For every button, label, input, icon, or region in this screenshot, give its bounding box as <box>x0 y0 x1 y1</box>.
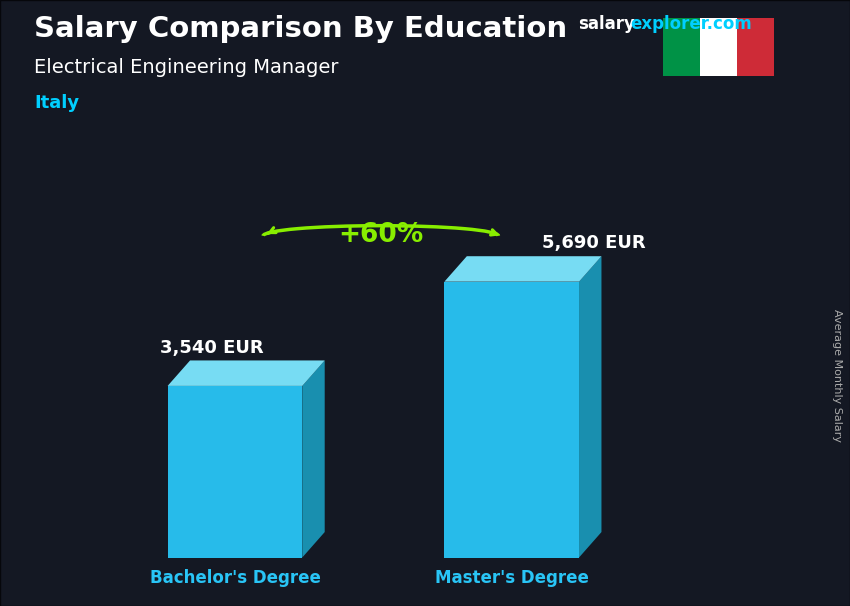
Text: 3,540 EUR: 3,540 EUR <box>160 339 264 356</box>
Bar <box>700 18 737 76</box>
Text: 5,690 EUR: 5,690 EUR <box>541 235 645 252</box>
Polygon shape <box>303 361 325 558</box>
Polygon shape <box>167 386 303 558</box>
Polygon shape <box>167 361 325 386</box>
Text: explorer.com: explorer.com <box>631 15 752 33</box>
Bar <box>737 18 774 76</box>
Text: salary: salary <box>578 15 635 33</box>
Bar <box>663 18 700 76</box>
Text: Salary Comparison By Education: Salary Comparison By Education <box>34 15 567 43</box>
Text: +60%: +60% <box>338 222 423 248</box>
Polygon shape <box>579 256 602 558</box>
Text: Italy: Italy <box>34 94 79 112</box>
Text: Electrical Engineering Manager: Electrical Engineering Manager <box>34 58 338 76</box>
Polygon shape <box>445 282 579 558</box>
Text: Average Monthly Salary: Average Monthly Salary <box>832 309 842 442</box>
Polygon shape <box>445 256 602 282</box>
